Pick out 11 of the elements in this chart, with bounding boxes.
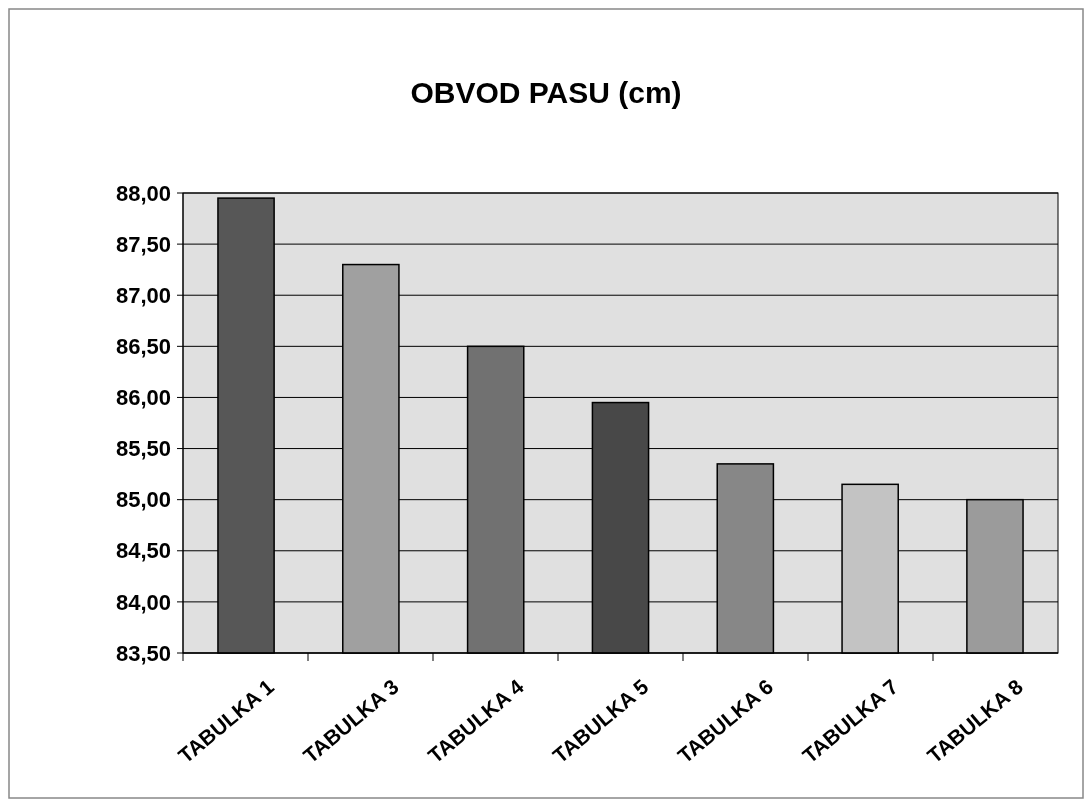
y-tick-label: 84,50 [115,538,171,564]
y-tick-label: 86,00 [115,385,171,411]
y-tick-label: 87,00 [115,282,171,308]
y-tick-label: 88,00 [115,180,171,206]
y-tick-label: 85,00 [115,487,171,513]
chart-title: OBVOD PASU (cm) [410,76,682,109]
y-tick-label: 85,50 [115,436,171,462]
y-tick-label: 86,50 [115,334,171,360]
y-tick-label: 87,50 [115,231,171,257]
y-tick-label: 83,50 [115,640,171,666]
y-tick-label: 84,00 [115,589,171,615]
